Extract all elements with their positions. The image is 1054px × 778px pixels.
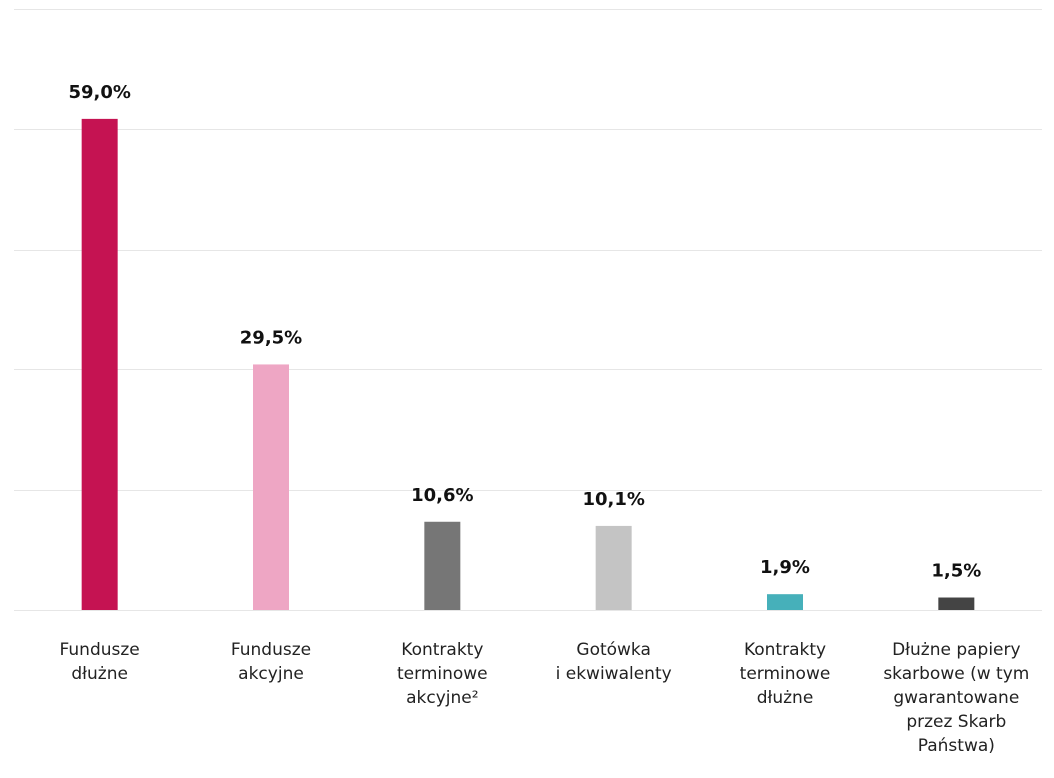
bar <box>595 525 632 610</box>
bar <box>938 597 975 610</box>
value-label: 10,6% <box>411 485 473 506</box>
x-tick-label: Dłużne papiery skarbowe (w tym gwarantow… <box>883 640 1030 756</box>
x-tick-label: Kontrakty terminowe dłużne <box>739 640 831 708</box>
x-tick-label: Fundusze akcyjne <box>230 640 312 684</box>
value-label: 29,5% <box>240 327 302 348</box>
bar <box>767 594 803 610</box>
x-tick-label: Fundusze dłużne <box>59 640 140 684</box>
bar <box>253 364 289 610</box>
value-label: 1,9% <box>760 557 810 578</box>
value-label: 10,1% <box>582 489 644 510</box>
x-tick-label: Gotówka i ekwiwalenty <box>555 640 672 684</box>
x-tick-label: Kontrakty terminowe akcyjne² <box>397 640 488 708</box>
value-label: 59,0% <box>68 82 130 103</box>
bar <box>424 521 461 610</box>
bar <box>81 118 118 610</box>
value-label: 1,5% <box>931 561 981 582</box>
